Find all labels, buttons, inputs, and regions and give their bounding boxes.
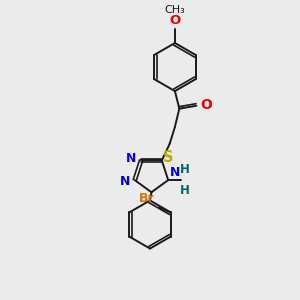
Text: S: S [163, 150, 173, 165]
Text: O: O [169, 14, 181, 28]
Text: O: O [200, 98, 212, 112]
Text: CH₃: CH₃ [164, 5, 185, 15]
Text: N: N [120, 176, 130, 188]
Text: N: N [126, 152, 137, 165]
Text: N: N [170, 166, 180, 179]
Text: H: H [179, 163, 189, 176]
Text: Br: Br [139, 192, 155, 205]
Text: H: H [179, 184, 189, 196]
